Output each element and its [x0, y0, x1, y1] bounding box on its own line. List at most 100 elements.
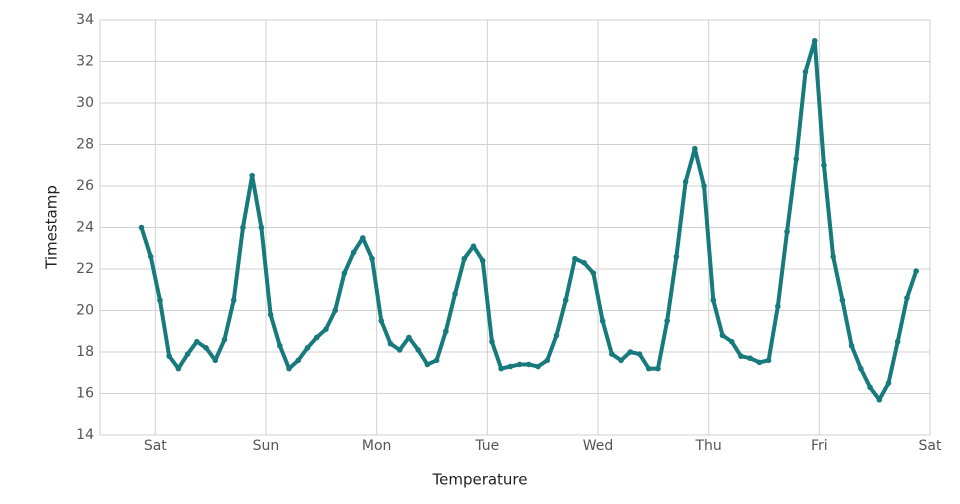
- point: [387, 340, 394, 347]
- x-tick-label: Tue: [474, 438, 499, 454]
- point: [461, 255, 468, 262]
- point: [516, 361, 523, 368]
- point: [775, 303, 781, 310]
- y-tick-label: 14: [76, 427, 94, 443]
- point: [194, 338, 200, 345]
- point: [304, 345, 311, 351]
- point: [894, 338, 901, 345]
- point: [433, 357, 440, 364]
- point: [802, 69, 809, 75]
- x-axis-label: Temperature: [431, 471, 527, 489]
- x-tick-label: Sat: [144, 438, 167, 454]
- point: [738, 353, 744, 359]
- point: [885, 380, 892, 386]
- point: [157, 297, 163, 303]
- point: [498, 365, 504, 372]
- point: [452, 291, 458, 297]
- point: [295, 357, 302, 364]
- point: [839, 297, 846, 303]
- point: [424, 361, 431, 368]
- x-tick-label: Sun: [253, 438, 280, 454]
- y-tick-label: 18: [76, 344, 94, 360]
- point: [277, 342, 283, 349]
- point: [645, 365, 652, 372]
- point: [599, 318, 606, 324]
- x-tick-label: Thu: [695, 438, 722, 454]
- point: [821, 162, 827, 169]
- point: [147, 253, 154, 260]
- point: [572, 255, 578, 262]
- point: [553, 332, 560, 339]
- point: [710, 297, 717, 303]
- point: [350, 249, 357, 256]
- point: [396, 347, 403, 353]
- point: [728, 338, 735, 345]
- point: [756, 359, 763, 366]
- point: [692, 145, 698, 152]
- point: [406, 334, 412, 341]
- point: [443, 328, 449, 335]
- point: [267, 311, 274, 318]
- point: [682, 179, 689, 185]
- point: [848, 342, 855, 349]
- point: [664, 318, 670, 324]
- point: [526, 361, 532, 368]
- point: [323, 326, 329, 332]
- point: [415, 347, 421, 353]
- x-tick-label: Sat: [919, 438, 942, 454]
- point: [221, 336, 228, 343]
- point: [470, 243, 477, 249]
- point: [673, 253, 680, 260]
- y-axis-label: Timestamp: [43, 185, 61, 270]
- point: [175, 365, 182, 372]
- point: [858, 365, 864, 372]
- point: [747, 355, 753, 362]
- point: [562, 297, 569, 303]
- point: [341, 270, 348, 276]
- point: [701, 183, 707, 189]
- point: [719, 332, 726, 339]
- point: [627, 349, 634, 355]
- point: [784, 228, 790, 235]
- y-tick-label: 30: [76, 95, 94, 111]
- point: [655, 365, 661, 372]
- point: [507, 363, 514, 370]
- point: [230, 297, 237, 303]
- point: [378, 318, 385, 324]
- line: [139, 38, 919, 402]
- point: [913, 268, 919, 274]
- point: [793, 156, 800, 162]
- point: [166, 353, 172, 359]
- point: [590, 270, 597, 276]
- y-tick-label: 20: [76, 303, 94, 319]
- y-tick-label: 34: [76, 12, 94, 28]
- point: [138, 224, 145, 231]
- point: [360, 235, 366, 241]
- point: [867, 384, 873, 391]
- point: [313, 334, 320, 341]
- point: [258, 224, 265, 231]
- point: [811, 37, 818, 44]
- point: [286, 365, 292, 372]
- y-tick-label: 32: [76, 54, 94, 70]
- x-tick-label: Wed: [583, 438, 614, 454]
- point: [765, 357, 772, 364]
- point: [904, 295, 910, 301]
- point: [830, 253, 836, 260]
- point: [203, 345, 209, 351]
- y-tick-label: 22: [76, 261, 94, 277]
- y-tick-label: 26: [76, 178, 94, 194]
- point: [544, 357, 551, 364]
- point: [535, 363, 541, 370]
- point: [212, 357, 219, 364]
- point: [609, 351, 615, 357]
- point: [332, 307, 338, 314]
- y-tick-label: 24: [76, 220, 94, 236]
- point: [184, 351, 191, 357]
- point: [240, 224, 246, 231]
- point: [876, 396, 883, 403]
- y-tick-label: 16: [76, 386, 94, 402]
- y-tick-label: 28: [76, 137, 94, 153]
